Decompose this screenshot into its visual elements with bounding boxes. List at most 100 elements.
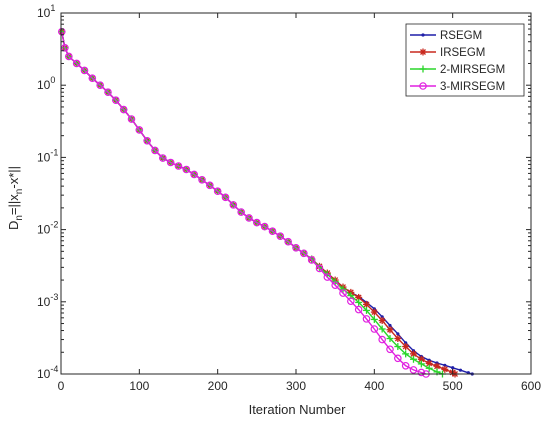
ticks-layer: 0 100 200 300 400 500 600 10-4 10-3 10-2 10-1 100 10… — [37, 3, 541, 393]
data-point — [127, 115, 136, 123]
data-point — [363, 300, 370, 308]
data-point — [401, 361, 410, 370]
data-point — [417, 360, 425, 368]
data-point — [388, 323, 392, 328]
data-point — [339, 285, 347, 293]
y-title-mid: =||x — [6, 194, 21, 215]
data-point — [96, 81, 104, 90]
data-point — [284, 237, 292, 246]
data-point — [315, 264, 324, 273]
data-point — [61, 43, 69, 52]
legend-label: IRSEGM — [440, 47, 485, 59]
data-point — [253, 218, 261, 227]
data-point — [417, 368, 426, 377]
data-point — [443, 363, 447, 367]
data-point — [354, 305, 363, 314]
data-point — [119, 105, 128, 114]
y-tick-label: 10-3 — [37, 292, 58, 309]
data-point — [425, 364, 433, 372]
data-point — [378, 325, 386, 333]
data-point — [386, 335, 394, 343]
legend-entry: 3-MIRSEGM — [410, 81, 505, 93]
data-point — [370, 308, 378, 316]
data-point — [159, 154, 167, 162]
data-point — [72, 59, 81, 68]
legend: RSEGM IRSEGM 2-MIRSEGM 3-MIRSEGM — [405, 23, 525, 97]
legend-marker — [419, 65, 427, 73]
y-title-sub2: n — [14, 189, 25, 195]
data-point — [80, 66, 89, 75]
data-point — [65, 52, 73, 61]
data-point — [276, 232, 285, 241]
data-point — [307, 256, 316, 264]
data-point — [331, 281, 339, 289]
data-point — [237, 208, 245, 216]
data-point — [190, 170, 198, 179]
data-point — [441, 365, 449, 373]
x-tick-label: 600 — [521, 379, 541, 393]
data-point — [260, 222, 269, 231]
data-point — [394, 354, 402, 363]
data-point — [143, 136, 151, 145]
data-point — [394, 335, 402, 343]
y-tick-label: 10-2 — [37, 220, 58, 237]
data-point — [198, 175, 206, 184]
data-point — [268, 227, 277, 236]
data-point — [174, 162, 183, 170]
legend-marker — [419, 82, 427, 90]
data-point — [112, 96, 120, 104]
data-point — [229, 201, 238, 209]
legend-marker — [421, 33, 425, 37]
data-point — [206, 181, 214, 190]
y-tick-label: 100 — [37, 75, 55, 92]
data-point — [151, 146, 159, 155]
y-tick-label: 101 — [37, 3, 55, 20]
data-point — [378, 335, 386, 344]
legend-entry: RSEGM — [410, 30, 482, 42]
x-axis-title: Iteration Number — [249, 402, 346, 417]
data-point — [221, 193, 230, 202]
data-point — [363, 306, 370, 314]
data-point — [339, 289, 347, 297]
y-axis-title: Dn=||xn-x*|| — [6, 166, 25, 230]
data-point — [362, 315, 371, 323]
data-point — [292, 243, 300, 252]
data-point — [380, 315, 384, 319]
legend-label: 3-MIRSEGM — [440, 81, 505, 93]
data-point — [245, 214, 253, 222]
x-tick-label: 200 — [208, 379, 228, 393]
legend-label: 2-MIRSEGM — [440, 64, 505, 76]
x-tick-label: 500 — [443, 379, 463, 393]
y-title-sub1: n — [14, 215, 25, 221]
data-point — [378, 317, 386, 325]
data-point — [409, 366, 418, 374]
data-point — [404, 341, 408, 345]
y-title-main: D — [6, 221, 21, 230]
data-point — [166, 158, 175, 167]
y-title-tail: -x*|| — [6, 166, 21, 189]
x-tick-label: 300 — [286, 379, 306, 393]
data-point — [104, 88, 112, 96]
data-point — [402, 343, 410, 351]
data-point — [410, 355, 417, 363]
data-point — [88, 74, 97, 83]
x-tick-label: 0 — [58, 379, 65, 393]
data-point — [370, 315, 378, 323]
series-line — [61, 31, 427, 375]
legend-label: RSEGM — [440, 30, 482, 42]
data-point — [370, 325, 379, 333]
y-tick-label: 10-4 — [37, 364, 58, 381]
legend-marker — [419, 48, 427, 56]
y-tick-label: 10-1 — [37, 147, 58, 164]
data-point — [347, 297, 355, 305]
data-point — [213, 187, 222, 196]
x-tick-label: 100 — [129, 379, 149, 393]
data-point — [396, 332, 400, 336]
data-point — [394, 343, 402, 351]
data-point — [386, 326, 394, 334]
data-point — [355, 293, 363, 301]
data-point — [451, 366, 455, 370]
data-point — [355, 298, 363, 306]
